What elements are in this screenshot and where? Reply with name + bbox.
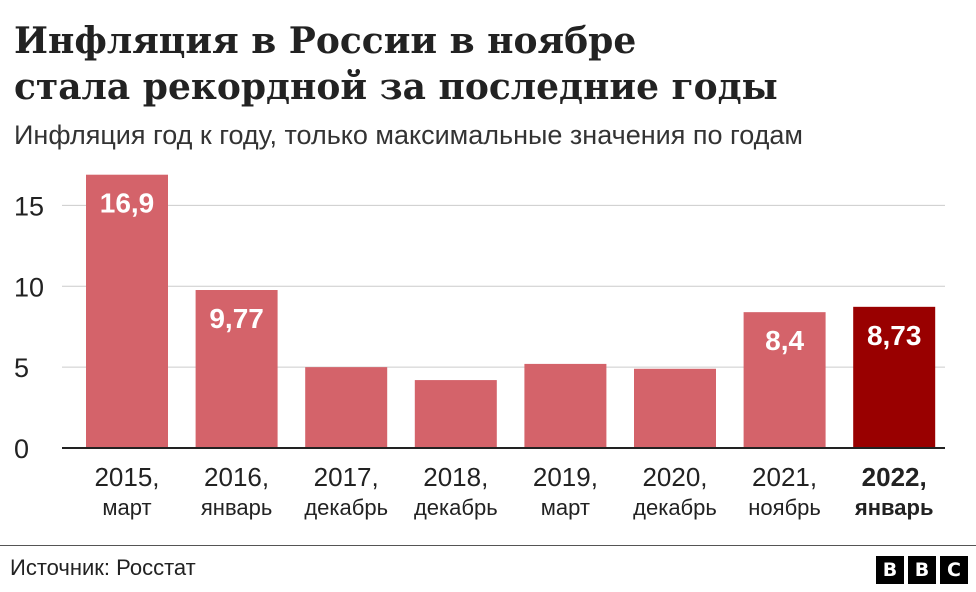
footer-divider: [0, 545, 976, 546]
bbc-logo-letter-3: C: [940, 556, 968, 584]
x-label-month-2022: январь: [854, 495, 934, 520]
chart-title-line-2: стала рекордной за последние годы: [14, 66, 778, 108]
y-tick-label-0: 0: [14, 434, 29, 464]
data-label-2022: 8,73: [867, 320, 922, 351]
bbc-logo: B B C: [876, 556, 968, 584]
bar-2019: [524, 363, 607, 448]
x-label-year-2018: 2018,: [423, 462, 488, 492]
bar-2015: [86, 174, 168, 448]
y-tick-label-10: 10: [14, 272, 44, 302]
x-label-year-2019: 2019,: [533, 462, 598, 492]
source-note: Источник: Росстат: [10, 555, 196, 580]
bar-2022: [853, 306, 936, 448]
chart-subtitle: Инфляция год к году, только максимальные…: [14, 120, 803, 150]
bar-2021: [743, 312, 826, 448]
data-label-2015: 16,9: [100, 188, 155, 219]
bar-2017: [305, 367, 388, 448]
x-label-month-2015: март: [102, 495, 151, 520]
x-label-year-2015: 2015,: [94, 462, 159, 492]
x-label-year-2022: 2022,: [862, 462, 927, 492]
x-label-month-2020: декабрь: [633, 495, 717, 520]
bbc-logo-letter-2: B: [908, 556, 936, 584]
bar-2020: [634, 368, 716, 448]
x-label-year-2021: 2021,: [752, 462, 817, 492]
bar-2018: [414, 380, 497, 448]
y-tick-label-5: 5: [14, 353, 29, 383]
chart-title-line-1: Инфляция в России в ноябре: [14, 20, 637, 62]
x-label-month-2018: декабрь: [414, 495, 498, 520]
x-label-month-2021: ноябрь: [748, 495, 821, 520]
x-label-year-2020: 2020,: [642, 462, 707, 492]
data-label-2021: 8,4: [765, 325, 804, 356]
x-label-month-2017: декабрь: [304, 495, 388, 520]
x-label-year-2017: 2017,: [314, 462, 379, 492]
data-label-2016: 9,77: [209, 303, 264, 334]
chart-title: Инфляция в России в ноябре стала рекордн…: [14, 18, 954, 110]
bar-chart: 0 5 10 15 16,9 2015, март 9,77 2016, январь 2017, д…: [14, 174, 945, 520]
x-label-month-2016: январь: [201, 495, 272, 520]
bar-2016: [195, 290, 278, 448]
bbc-logo-letter-1: B: [876, 556, 904, 584]
y-tick-label-15: 15: [14, 191, 44, 221]
x-label-year-2016: 2016,: [204, 462, 269, 492]
x-label-month-2019: март: [541, 495, 590, 520]
